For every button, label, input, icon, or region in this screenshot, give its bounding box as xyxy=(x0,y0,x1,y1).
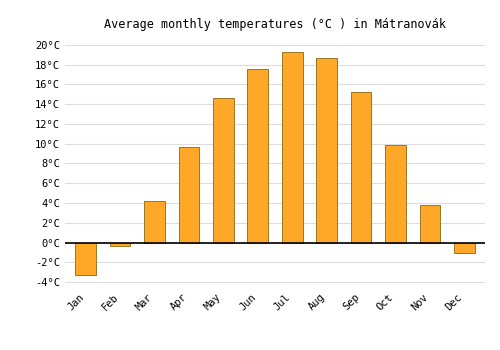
Bar xyxy=(385,145,406,243)
Title: Average monthly temperatures (°C ) in Mátranovák: Average monthly temperatures (°C ) in Má… xyxy=(104,18,446,31)
Bar xyxy=(282,52,302,243)
Bar xyxy=(178,147,200,243)
Bar xyxy=(76,243,96,275)
Bar xyxy=(420,205,440,243)
Bar xyxy=(454,243,474,253)
Bar xyxy=(213,98,234,243)
Bar xyxy=(316,58,337,243)
Bar xyxy=(350,92,372,243)
Bar xyxy=(144,201,165,243)
Bar xyxy=(110,243,130,246)
Bar xyxy=(248,69,268,243)
